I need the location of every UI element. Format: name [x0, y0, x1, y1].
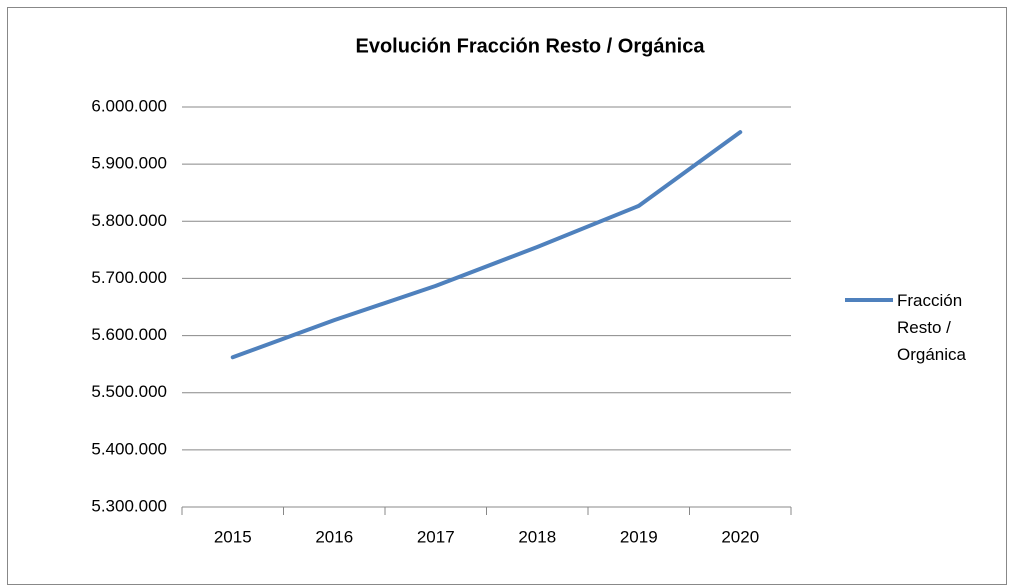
x-tick-label: 2020	[721, 527, 759, 546]
chart-title: Evolución Fracción Resto / Orgánica	[356, 35, 706, 57]
x-tick-label: 2016	[315, 527, 353, 546]
y-tick-label: 5.800.000	[91, 211, 167, 230]
x-tick-label: 2017	[417, 527, 455, 546]
y-tick-label: 5.400.000	[91, 439, 167, 458]
x-tick-label: 2015	[214, 527, 252, 546]
y-tick-label: 5.700.000	[91, 268, 167, 287]
legend-label: Fracción Resto / Orgánica	[897, 291, 966, 364]
series-line	[230, 130, 743, 360]
y-tick-label: 6.000.000	[91, 96, 167, 115]
y-tick-label: 5.500.000	[91, 382, 167, 401]
x-tick-label: 2018	[518, 527, 556, 546]
y-tick-label: 5.600.000	[91, 325, 167, 344]
chart-border	[7, 7, 1007, 585]
x-tick-label: 2019	[620, 527, 658, 546]
y-tick-label: 5.300.000	[91, 496, 167, 515]
y-tick-label: 5.900.000	[91, 154, 167, 173]
